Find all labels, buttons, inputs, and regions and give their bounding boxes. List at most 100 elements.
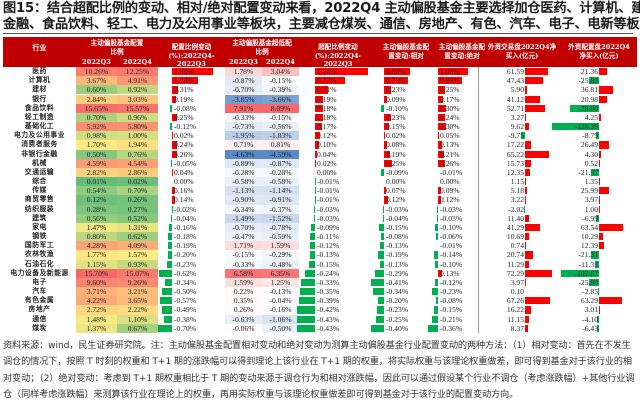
relative-change-value: -0.09% <box>386 167 409 177</box>
weight-change-bar <box>161 288 172 296</box>
overweight-q4: -0.37% <box>262 204 299 214</box>
overweight-change-value: 0.12% <box>317 131 337 141</box>
weight-change-value: 0.19% <box>174 94 194 104</box>
overweight-q4: -0.04% <box>262 296 299 306</box>
industry-name: 建材 <box>32 85 47 94</box>
foreign-trading-net-buy: 9.62 <box>482 122 561 131</box>
foreign-allocation-net-buy-bar <box>596 214 599 222</box>
overweight-q4: -4.59% <box>262 149 299 159</box>
weight-q3: 1.70% <box>76 140 117 150</box>
overweight-change-value: -0.35% <box>317 287 340 297</box>
weight-change-bar <box>170 104 172 112</box>
weight-q4: 0.92% <box>117 85 158 95</box>
overweight-change-bar <box>309 242 315 250</box>
overweight-q4: -1.06% <box>262 314 299 324</box>
weight-change-value: 0.14% <box>174 195 194 205</box>
weight-change-value: -0.05% <box>174 158 197 168</box>
weight-change: -0.18% <box>158 232 225 241</box>
relative-change-value: -0.03% <box>386 204 409 214</box>
table-row: 银行 2.84% 3.03% 0.19% -3.85% -3.66% 0.19% 0.09% 0… <box>3 94 637 104</box>
overweight-q3: -0.87% <box>225 76 262 86</box>
relative-change-bar <box>377 297 384 305</box>
foreign-trading-net-buy: 16.22 <box>482 305 561 314</box>
relative-change-value: -0.19% <box>386 250 409 260</box>
foreign-trading-net-buy-value: 41.12 <box>506 94 524 104</box>
overweight-change: -0.01% <box>299 195 377 204</box>
relative-change-bar <box>384 150 391 158</box>
foreign-allocation-net-buy-value: -21.31 <box>578 250 598 260</box>
weight-q3: 2.72% <box>76 305 117 315</box>
relative-change-value: -0.34% <box>386 287 409 297</box>
foreign-trading-net-buy: 12.35 <box>482 168 561 177</box>
foreign-trading-net-buy-value: 61.59 <box>506 67 524 76</box>
foreign-trading-net-buy-value: 11.40 <box>507 213 524 223</box>
weight-q3: 2.82% <box>76 167 117 178</box>
foreign-allocation-net-buy: 4.30 <box>561 150 637 159</box>
overweight-q4: -0.13% <box>262 287 299 297</box>
overweight-q4: -0.59% <box>262 232 299 242</box>
relative-change-value: 0.09% <box>386 94 406 104</box>
absolute-change-bar <box>435 297 438 305</box>
table-row: 电力设备及新能源 15.70% 15.07% -0.62% 6.58% 6.35% -0.2… <box>3 268 637 278</box>
weight-q4: 2.86% <box>117 167 158 178</box>
foreign-allocation-net-buy: 4.25 <box>561 113 637 122</box>
overweight-q3: -0.89% <box>225 158 262 168</box>
foreign-trading-net-buy-bar <box>525 269 552 277</box>
weight-q4: 0.02% <box>117 177 158 187</box>
overweight-change-value: -0.01% <box>317 186 340 196</box>
weight-change-value: -0.12% <box>174 122 197 132</box>
relative-change: -0.09% <box>343 168 435 177</box>
weight-q4: 15.07% <box>117 268 158 278</box>
absolute-change: -0.10% <box>413 223 481 232</box>
foreign-trading-net-buy-bar <box>525 68 548 76</box>
foreign-trading-net-buy-value: 72.29 <box>506 268 524 278</box>
industry-name: 电力设备及新能源 <box>10 268 69 277</box>
foreign-allocation-net-buy: -4.10 <box>561 315 637 324</box>
weight-q4: 0.67% <box>117 323 158 333</box>
absolute-change-value: -0.15% <box>440 305 463 315</box>
header-weight-change: 配置比例变动(%):2022Q4-2022Q3 <box>168 43 215 68</box>
overweight-change-bar <box>313 214 315 222</box>
industry-name: 消费者服务 <box>21 140 58 149</box>
overweight-q4: -0.29% <box>262 250 299 260</box>
weight-change: -0.23% <box>158 260 225 269</box>
overweight-change: -0.35% <box>299 287 377 296</box>
table-row: 通信 1.48% 1.10% -0.38% -0.63% -1.06% -0.43% -0.2… <box>3 314 637 324</box>
foreign-trading-net-buy: 11.29 <box>482 260 561 269</box>
weight-q4: 12.25% <box>117 67 158 77</box>
absolute-change: -0.23% <box>413 287 481 296</box>
overweight-change-bar <box>300 288 315 296</box>
relative-change: -0.10% <box>343 104 435 113</box>
overweight-q3: -1.13% <box>225 186 262 196</box>
table-row: 机械 4.59% 4.54% -0.05% -0.89% -0.87% 0.02% 0.25%… <box>3 158 637 168</box>
foreign-allocation-net-buy: 21.36 <box>561 67 637 76</box>
weight-change-value: 1.24% <box>174 76 194 86</box>
absolute-change: -0.15% <box>413 305 481 314</box>
weight-q3: 0.50% <box>76 149 117 159</box>
relative-change-value: 0.80% <box>386 67 406 76</box>
absolute-change-bar <box>438 141 442 149</box>
relative-change-value: -0.04% <box>386 213 409 223</box>
absolute-change: -0.01% <box>413 168 481 177</box>
weight-change: -0.20% <box>158 250 225 259</box>
foreign-trading-net-buy-value: -9.75 <box>508 131 524 141</box>
relative-change-bar <box>371 324 384 332</box>
relative-change: -0.40% <box>343 324 435 333</box>
overweight-q3: -0.70% <box>225 85 262 95</box>
relative-change-value: -0.13% <box>386 259 409 269</box>
header-foreign-trading: 外资交易盘2022Q4净买入(亿元) <box>487 43 557 60</box>
weight-q3: 0.01% <box>76 177 117 187</box>
header-weight-group: 主动偏股基金配置比例 <box>90 39 144 56</box>
absolute-change: 0.25% <box>413 85 481 94</box>
relative-change-bar <box>379 260 384 268</box>
weight-q4: 3.03% <box>117 94 158 104</box>
relative-change-bar <box>384 132 385 140</box>
header-overweight-q3: 2022Q3 <box>229 58 258 66</box>
weight-q4: 15.57% <box>117 103 158 113</box>
weight-change-value: 0.02% <box>174 131 194 141</box>
relative-change-bar <box>384 187 387 195</box>
foreign-trading-net-buy-bar <box>525 315 530 323</box>
foreign-trading-net-buy-value: 47.43 <box>506 76 524 86</box>
relative-change-bar <box>380 104 384 112</box>
weight-change: 1.99% <box>158 67 225 76</box>
